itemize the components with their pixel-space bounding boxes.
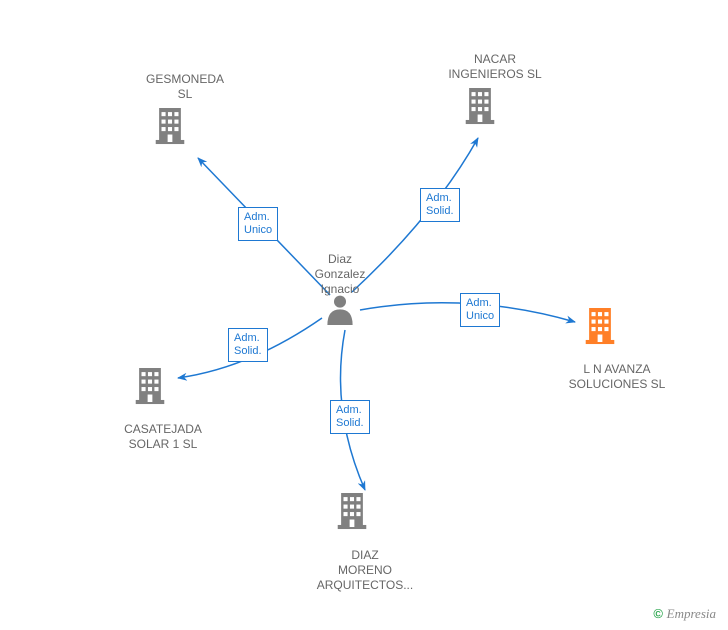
company-icon-casatejada[interactable] [136,368,165,404]
edge-lnavanza [360,303,575,322]
copyright-symbol: © [653,606,663,621]
edge-diazmoreno [341,330,366,490]
footer-attribution: © Empresia [653,606,716,622]
edge-gesmoneda [198,158,330,295]
center-person-icon[interactable] [327,296,352,325]
company-icon-lnavanza[interactable] [586,308,615,344]
diagram-canvas [0,0,728,630]
company-icon-gesmoneda[interactable] [156,108,185,144]
company-icon-nacar[interactable] [466,88,495,124]
edge-casatejada [178,318,322,378]
edge-nacar [352,138,478,292]
company-icon-diazmoreno[interactable] [338,493,367,529]
brand-name: Empresia [667,606,716,621]
